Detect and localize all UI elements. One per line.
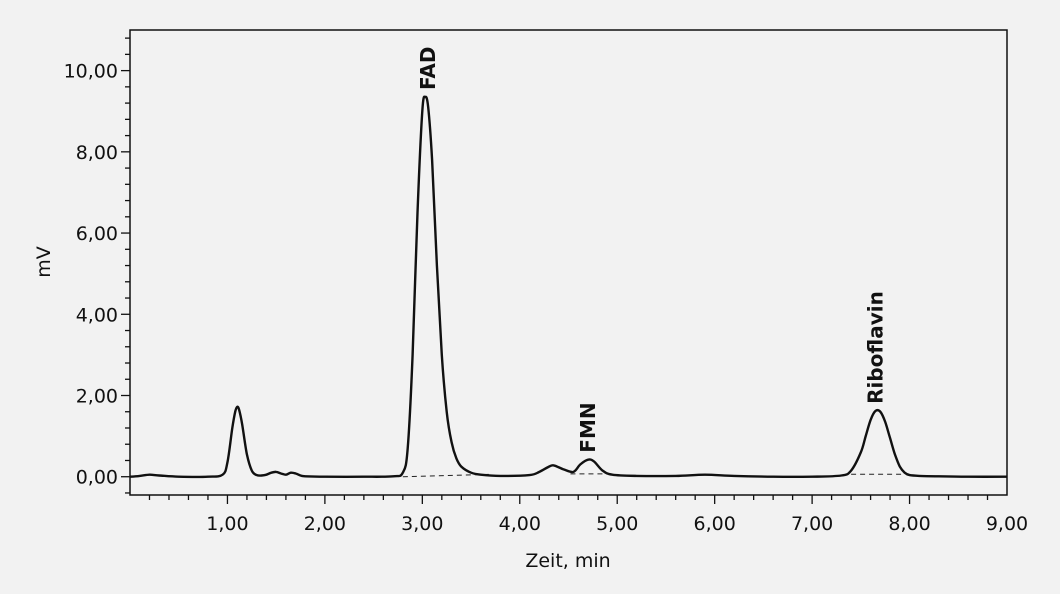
x-tick-label: 6,00 <box>694 513 736 535</box>
x-tick-label: 2,00 <box>304 513 346 535</box>
x-tick-label: 1,00 <box>206 513 248 535</box>
y-tick-label: 10,00 <box>64 61 118 83</box>
y-tick-label: 6,00 <box>76 223 118 245</box>
plot-frame <box>129 29 1008 496</box>
peak-label: Riboflavin <box>864 291 888 404</box>
peak-label: FMN <box>576 402 600 452</box>
chromatogram-trace <box>129 95 1008 479</box>
peak-annotations: FAD FMN Riboflavin <box>416 47 887 453</box>
x-tick-label: 5,00 <box>596 513 638 535</box>
x-axis-ticks: 1,00 2,00 3,00 4,00 5,00 6,00 7,00 8,00 9,00 <box>148 495 1028 535</box>
x-tick-label: 7,00 <box>791 513 833 535</box>
y-tick-label: 2,00 <box>76 386 118 408</box>
x-tick-label: 4,00 <box>499 513 541 535</box>
y-axis-ticks: 0,00 2,00 4,00 6,00 8,00 10,00 <box>64 37 130 494</box>
x-tick-label: 8,00 <box>888 513 930 535</box>
y-tick-label: 0,00 <box>76 467 118 489</box>
x-axis-title: Zeit, min <box>525 550 610 572</box>
y-tick-label: 4,00 <box>76 304 118 326</box>
peak-label: FAD <box>416 47 440 90</box>
x-tick-label: 3,00 <box>401 513 443 535</box>
y-tick-label: 8,00 <box>76 142 118 164</box>
y-axis-title: mV <box>33 246 55 278</box>
x-tick-label: 9,00 <box>986 513 1028 535</box>
